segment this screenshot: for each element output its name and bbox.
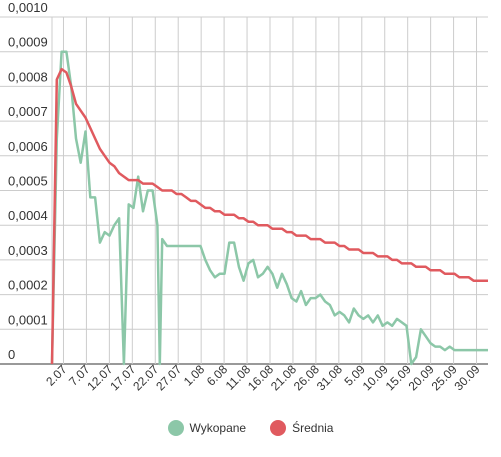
y-tick-label: 0,0004 [8,208,48,223]
legend-swatch-srednia [270,420,287,436]
legend-label-wykopane: Wykopane [189,421,247,435]
y-tick-label: 0,0006 [8,139,48,154]
y-tick-label: 0,0008 [8,69,48,84]
x-tick-label: 30.09 [452,362,483,393]
x-tick-label: 12.07 [84,362,115,393]
x-tick-label: 10.09 [360,362,391,393]
x-tick-label: 31.08 [314,362,345,393]
legend: Wykopane Średnia [0,420,501,436]
y-tick-label: 0,0009 [8,35,48,50]
legend-label-srednia: Średnia [292,421,334,435]
x-tick-label: 2.07 [43,362,70,389]
y-tick-label: 0,0003 [8,243,48,258]
y-tick-label: 0,0007 [8,104,48,119]
series-line-wykopane [50,50,488,366]
y-tick-label: 0,0001 [8,312,48,327]
x-axis-ticks: 2.077.0712.0717.0722.0727.071.086.0811.0… [43,362,483,393]
grid [0,16,488,365]
y-tick-label: 0 [8,347,15,362]
series-lines [50,50,488,366]
legend-swatch-wykopane [167,420,184,436]
x-tick-label: 26.08 [291,362,322,393]
x-tick-label: 27.07 [153,362,184,393]
y-tick-label: 0,0005 [8,174,48,189]
x-tick-label: 25.09 [429,362,460,393]
x-tick-label: 21.08 [268,362,299,393]
y-axis-ticks: 0 0,0001 0,0002 0,0003 0,0004 0,0005 0,0006 0,0… [8,0,48,362]
x-tick-label: 1.08 [181,362,208,389]
x-tick-label: 16.08 [245,362,276,393]
x-tick-label: 15.09 [383,362,414,393]
y-tick-label: 0,0010 [8,0,48,15]
legend-item-srednia[interactable]: Średnia [270,420,333,436]
series-line-srednia [50,67,488,365]
y-tick-label: 0,0002 [8,278,48,293]
x-tick-label: 17.07 [107,362,138,393]
x-tick-label: 22.07 [130,362,161,393]
x-tick-label: 20.09 [406,362,437,393]
legend-item-wykopane[interactable]: Wykopane [167,420,247,436]
